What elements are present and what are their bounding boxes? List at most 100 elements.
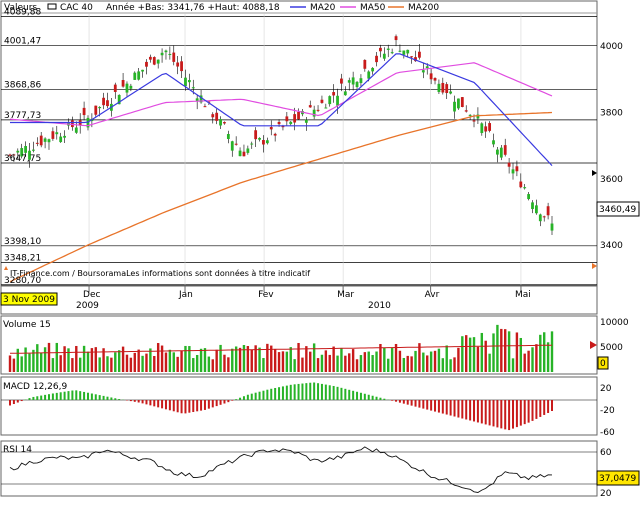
- volume-bar: [472, 337, 476, 372]
- volume-badge: [597, 356, 609, 370]
- macd-bar: [184, 400, 187, 414]
- candle-body: [191, 87, 195, 89]
- volume-bar: [309, 351, 312, 372]
- candle-body: [371, 67, 375, 72]
- month-label: Avr: [425, 290, 440, 300]
- rsi-last-value: 37,0479: [599, 474, 636, 484]
- volume-bar: [211, 359, 214, 372]
- candle-body: [531, 202, 534, 210]
- candle-body: [230, 141, 234, 151]
- macd-label: MACD 12,26,9: [3, 382, 67, 392]
- macd-bar: [476, 400, 479, 423]
- candle-body: [363, 59, 367, 69]
- volume-bar: [223, 354, 226, 372]
- volume-bar: [246, 346, 250, 372]
- macd-bar: [102, 395, 105, 400]
- candle-body: [94, 105, 98, 115]
- level-labels: 4089,88 4001,47 3868,86 3777,73 3647,75 3398,…: [4, 7, 41, 285]
- volume-bar: [273, 349, 277, 372]
- volume-bar: [110, 357, 113, 372]
- candle-body: [203, 106, 207, 108]
- candle-body: [542, 216, 546, 218]
- volume-bars: [8, 324, 554, 372]
- candle-body: [199, 95, 203, 103]
- macd-bar: [348, 389, 351, 400]
- candle-body: [219, 119, 222, 126]
- start-date: 3 Nov 2009: [3, 295, 55, 305]
- candlesticks: [8, 34, 554, 235]
- macd-bar: [98, 395, 101, 400]
- macd-bar: [227, 400, 230, 403]
- macd-bar: [317, 383, 320, 400]
- candle-body: [351, 77, 355, 85]
- price-tick: 3400: [600, 241, 623, 251]
- candle-body: [254, 130, 258, 140]
- macd-bar: [445, 400, 448, 415]
- volume-bar: [149, 348, 152, 372]
- legend-ma200: MA200: [408, 3, 439, 13]
- candle-body: [226, 134, 230, 139]
- candle-body: [492, 140, 495, 145]
- volume-bar: [457, 347, 460, 372]
- macd-bar: [383, 398, 386, 400]
- volume-bar: [433, 350, 437, 372]
- candle-body: [425, 66, 429, 69]
- macd-bar: [231, 400, 234, 401]
- volume-bar: [344, 355, 347, 372]
- candle-body: [499, 147, 503, 158]
- candle-body: [152, 57, 156, 65]
- macd-bar: [266, 389, 269, 400]
- macd-bar: [79, 391, 82, 400]
- candle-body: [328, 96, 332, 105]
- candle-body: [125, 83, 129, 93]
- header-label: Valeurs: [4, 3, 37, 13]
- price-axis: 4000 3800 3600 3400: [600, 42, 623, 251]
- candle-body: [480, 123, 484, 134]
- macd-bar: [242, 396, 245, 400]
- month-labels: Dec Jan Fev Mar Avr Mai: [83, 286, 531, 300]
- volume-bar: [242, 345, 246, 372]
- candle-body: [113, 84, 117, 92]
- rsi-line: [9, 446, 553, 493]
- macd-bar: [44, 394, 47, 400]
- macd-bar: [422, 400, 425, 409]
- volume-bar: [371, 355, 374, 372]
- volume-bar: [258, 347, 261, 372]
- macd-bar: [20, 400, 23, 402]
- volume-bar: [39, 352, 43, 372]
- volume-bar: [402, 357, 406, 372]
- candle-body: [16, 150, 20, 153]
- macd-bar: [406, 400, 409, 405]
- volume-tick-10000: 10000: [600, 318, 629, 328]
- candle-body: [148, 56, 152, 60]
- candle-body: [460, 97, 464, 108]
- volume-bar: [117, 350, 121, 372]
- candle-body: [43, 138, 47, 142]
- volume-bar: [340, 348, 343, 372]
- candle-body: [258, 137, 261, 140]
- candle-body: [234, 143, 238, 145]
- candle-body: [546, 206, 550, 216]
- volume-bar: [320, 354, 324, 372]
- volume-bar: [156, 343, 160, 372]
- volume-bar: [121, 346, 125, 372]
- volume-bar: [153, 356, 156, 372]
- level-label: 4001,47: [4, 37, 41, 47]
- price-panel: [0, 0, 598, 286]
- volume-bar: [28, 353, 31, 372]
- marker-arrow-icon: [592, 263, 597, 269]
- marker-arrow-icon: [592, 170, 597, 176]
- macd-bar: [434, 400, 437, 412]
- volume-bar: [383, 347, 386, 372]
- macd-bar: [63, 391, 66, 400]
- level-label: 3647,75: [4, 154, 41, 164]
- macd-bar: [512, 400, 515, 429]
- macd-bar: [402, 400, 405, 404]
- candle-body: [285, 116, 289, 122]
- volume-bar: [98, 357, 101, 372]
- volume-bar: [24, 347, 27, 372]
- candle-body: [379, 47, 382, 52]
- macd-bar: [254, 392, 257, 400]
- ma20-line: [10, 53, 553, 167]
